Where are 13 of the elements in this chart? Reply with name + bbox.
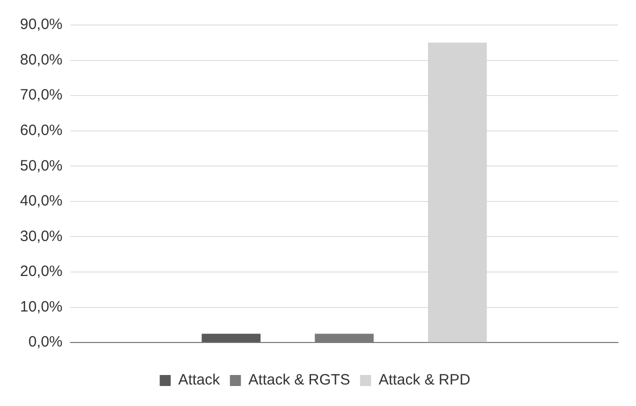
legend-label: Attack & RPD bbox=[378, 372, 470, 389]
y-tick-label: 70,0% bbox=[20, 86, 63, 104]
y-tick-label: 80,0% bbox=[20, 51, 63, 68]
y-tick-label: 20,0% bbox=[20, 263, 63, 280]
y-tick-label: 0,0% bbox=[28, 334, 63, 351]
y-tick-label: 30,0% bbox=[20, 228, 63, 245]
y-tick-label: 60,0% bbox=[20, 122, 63, 140]
y-tick-label: 90,0% bbox=[20, 16, 63, 34]
legend-label: Attack & RGTS bbox=[248, 372, 350, 389]
legend-label: Attack bbox=[178, 372, 220, 389]
y-tick-label: 10,0% bbox=[20, 298, 63, 316]
y-tick-label: 40,0% bbox=[20, 192, 63, 210]
y-tick-label: 50,0% bbox=[20, 157, 63, 174]
